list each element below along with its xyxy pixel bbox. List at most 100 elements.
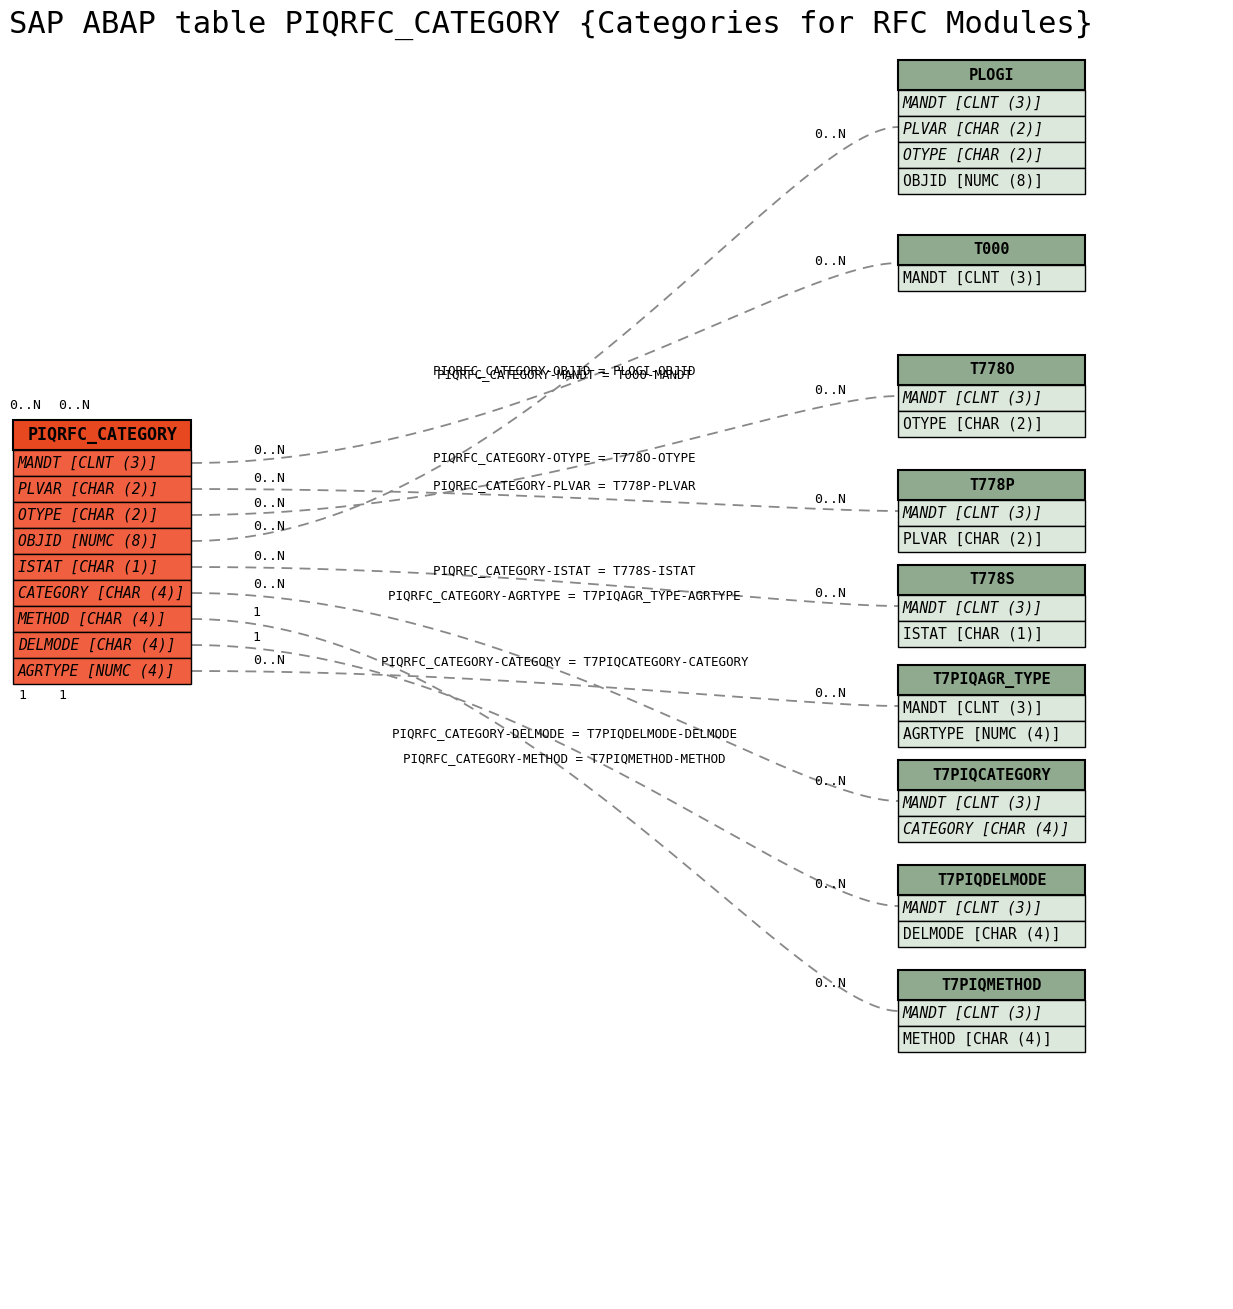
FancyBboxPatch shape [14, 450, 191, 476]
Text: PIQRFC_CATEGORY-OBJID = PLOGI-OBJID: PIQRFC_CATEGORY-OBJID = PLOGI-OBJID [433, 364, 695, 377]
FancyBboxPatch shape [899, 60, 1085, 90]
Text: 0..N: 0..N [253, 444, 285, 457]
FancyBboxPatch shape [899, 620, 1085, 647]
Text: T778O: T778O [969, 363, 1015, 377]
FancyBboxPatch shape [14, 554, 191, 580]
FancyBboxPatch shape [14, 580, 191, 606]
Text: 0..N: 0..N [58, 399, 90, 412]
FancyBboxPatch shape [899, 117, 1085, 141]
Text: CATEGORY [CHAR (4)]: CATEGORY [CHAR (4)] [903, 822, 1069, 836]
Text: T7PIQMETHOD: T7PIQMETHOD [942, 978, 1042, 992]
Text: T000: T000 [974, 242, 1010, 258]
FancyBboxPatch shape [899, 596, 1085, 620]
Text: MANDT [CLNT (3)]: MANDT [CLNT (3)] [903, 601, 1043, 615]
FancyBboxPatch shape [899, 90, 1085, 117]
Text: OTYPE [CHAR (2)]: OTYPE [CHAR (2)] [903, 416, 1043, 432]
FancyBboxPatch shape [899, 791, 1085, 816]
FancyBboxPatch shape [899, 411, 1085, 437]
Text: PLVAR [CHAR (2)]: PLVAR [CHAR (2)] [903, 122, 1043, 136]
Text: MANDT [CLNT (3)]: MANDT [CLNT (3)] [903, 271, 1043, 285]
FancyBboxPatch shape [899, 168, 1085, 194]
FancyBboxPatch shape [899, 470, 1085, 500]
Text: T778S: T778S [969, 572, 1015, 588]
FancyBboxPatch shape [899, 761, 1085, 791]
Text: 0..N: 0..N [814, 493, 846, 507]
FancyBboxPatch shape [899, 865, 1085, 895]
Text: ISTAT [CHAR (1)]: ISTAT [CHAR (1)] [903, 627, 1043, 641]
FancyBboxPatch shape [14, 476, 191, 501]
FancyBboxPatch shape [899, 236, 1085, 264]
FancyBboxPatch shape [14, 501, 191, 528]
Text: 0..N: 0..N [253, 496, 285, 509]
FancyBboxPatch shape [899, 665, 1085, 695]
Text: DELMODE [CHAR (4)]: DELMODE [CHAR (4)] [903, 927, 1060, 941]
Text: PIQRFC_CATEGORY-DELMODE = T7PIQDELMODE-DELMODE: PIQRFC_CATEGORY-DELMODE = T7PIQDELMODE-D… [392, 728, 737, 741]
FancyBboxPatch shape [899, 141, 1085, 168]
FancyBboxPatch shape [899, 895, 1085, 922]
Text: METHOD [CHAR (4)]: METHOD [CHAR (4)] [17, 611, 166, 627]
Text: OTYPE [CHAR (2)]: OTYPE [CHAR (2)] [17, 508, 158, 522]
Text: OBJID [NUMC (8)]: OBJID [NUMC (8)] [903, 174, 1043, 188]
Text: PLOGI: PLOGI [969, 68, 1015, 82]
Text: MANDT [CLNT (3)]: MANDT [CLNT (3)] [903, 700, 1043, 716]
Text: MANDT [CLNT (3)]: MANDT [CLNT (3)] [903, 96, 1043, 110]
Text: 0..N: 0..N [253, 550, 285, 563]
FancyBboxPatch shape [899, 526, 1085, 552]
FancyBboxPatch shape [899, 355, 1085, 385]
FancyBboxPatch shape [899, 695, 1085, 721]
FancyBboxPatch shape [899, 500, 1085, 526]
FancyBboxPatch shape [14, 528, 191, 554]
Text: PIQRFC_CATEGORY-METHOD = T7PIQMETHOD-METHOD: PIQRFC_CATEGORY-METHOD = T7PIQMETHOD-MET… [403, 751, 726, 764]
FancyBboxPatch shape [899, 385, 1085, 411]
Text: PIQRFC_CATEGORY-PLVAR = T778P-PLVAR: PIQRFC_CATEGORY-PLVAR = T778P-PLVAR [433, 479, 695, 492]
Text: 0..N: 0..N [814, 877, 846, 890]
Text: SAP ABAP table PIQRFC_CATEGORY {Categories for RFC Modules}: SAP ABAP table PIQRFC_CATEGORY {Categori… [9, 10, 1092, 41]
Text: MANDT [CLNT (3)]: MANDT [CLNT (3)] [903, 901, 1043, 915]
Text: PIQRFC_CATEGORY: PIQRFC_CATEGORY [27, 425, 178, 444]
Text: CATEGORY [CHAR (4)]: CATEGORY [CHAR (4)] [17, 585, 184, 601]
FancyBboxPatch shape [899, 816, 1085, 842]
FancyBboxPatch shape [899, 264, 1085, 291]
Text: 1: 1 [253, 606, 261, 619]
Text: MANDT [CLNT (3)]: MANDT [CLNT (3)] [903, 796, 1043, 810]
Text: 0..N: 0..N [9, 399, 41, 412]
Text: MANDT [CLNT (3)]: MANDT [CLNT (3)] [903, 505, 1043, 521]
Text: 0..N: 0..N [814, 775, 846, 788]
Text: OTYPE [CHAR (2)]: OTYPE [CHAR (2)] [903, 148, 1043, 162]
FancyBboxPatch shape [899, 721, 1085, 747]
Text: PIQRFC_CATEGORY-ISTAT = T778S-ISTAT: PIQRFC_CATEGORY-ISTAT = T778S-ISTAT [433, 564, 695, 577]
Text: MANDT [CLNT (3)]: MANDT [CLNT (3)] [903, 390, 1043, 406]
FancyBboxPatch shape [899, 1026, 1085, 1052]
FancyBboxPatch shape [14, 420, 191, 450]
Text: 0..N: 0..N [814, 128, 846, 141]
Text: 0..N: 0..N [253, 520, 285, 533]
Text: DELMODE [CHAR (4)]: DELMODE [CHAR (4)] [17, 637, 175, 652]
Text: MANDT [CLNT (3)]: MANDT [CLNT (3)] [17, 456, 158, 470]
Text: 0..N: 0..N [253, 579, 285, 592]
Text: 0..N: 0..N [814, 977, 846, 990]
Text: 1: 1 [253, 631, 261, 644]
Text: PLVAR [CHAR (2)]: PLVAR [CHAR (2)] [903, 531, 1043, 546]
FancyBboxPatch shape [14, 606, 191, 632]
Text: 0..N: 0..N [253, 654, 285, 668]
Text: 1: 1 [18, 689, 26, 702]
FancyBboxPatch shape [14, 632, 191, 658]
Text: T778P: T778P [969, 478, 1015, 492]
Text: ISTAT [CHAR (1)]: ISTAT [CHAR (1)] [17, 559, 158, 575]
Text: 0..N: 0..N [814, 255, 846, 267]
Text: MANDT [CLNT (3)]: MANDT [CLNT (3)] [903, 1005, 1043, 1021]
Text: PIQRFC_CATEGORY-CATEGORY = T7PIQCATEGORY-CATEGORY: PIQRFC_CATEGORY-CATEGORY = T7PIQCATEGORY… [381, 654, 748, 668]
Text: 0..N: 0..N [814, 687, 846, 700]
Text: T7PIQCATEGORY: T7PIQCATEGORY [932, 767, 1051, 783]
Text: T7PIQDELMODE: T7PIQDELMODE [937, 873, 1047, 888]
Text: 0..N: 0..N [253, 473, 285, 486]
Text: 0..N: 0..N [814, 588, 846, 601]
FancyBboxPatch shape [899, 565, 1085, 596]
FancyBboxPatch shape [899, 970, 1085, 1000]
FancyBboxPatch shape [14, 658, 191, 685]
Text: 0..N: 0..N [814, 384, 846, 397]
FancyBboxPatch shape [899, 922, 1085, 946]
Text: 1: 1 [58, 689, 67, 702]
Text: AGRTYPE [NUMC (4)]: AGRTYPE [NUMC (4)] [903, 726, 1060, 741]
Text: METHOD [CHAR (4)]: METHOD [CHAR (4)] [903, 1031, 1052, 1046]
